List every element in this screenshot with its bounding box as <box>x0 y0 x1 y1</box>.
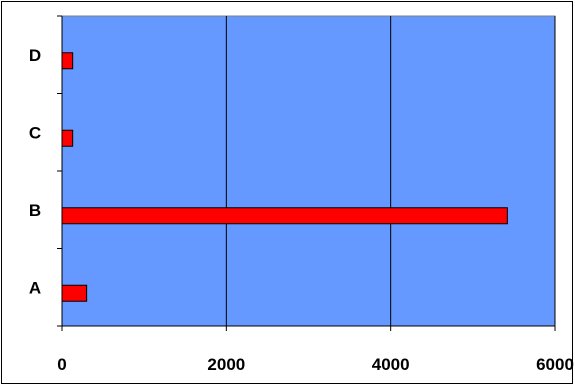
x-tick-label-4000: 4000 <box>372 355 410 374</box>
bar-A <box>61 284 88 302</box>
bar-B <box>61 207 508 225</box>
gridlines <box>225 16 556 326</box>
category-label-D: D <box>29 46 41 65</box>
x-tick-label-6000: 6000 <box>536 355 574 374</box>
x-tick-labels: 0 2000 4000 6000 <box>57 355 574 374</box>
category-label-B: B <box>29 201 41 220</box>
x-tick-label-2000: 2000 <box>207 355 245 374</box>
bars <box>61 52 508 302</box>
bar-C <box>61 129 74 147</box>
bar-D <box>61 52 74 70</box>
x-tick-label-0: 0 <box>57 355 66 374</box>
category-label-A: A <box>29 278 41 297</box>
plot-area <box>61 15 556 327</box>
category-labels: A B C D <box>29 46 41 298</box>
category-label-C: C <box>29 123 41 142</box>
axes <box>57 15 556 331</box>
